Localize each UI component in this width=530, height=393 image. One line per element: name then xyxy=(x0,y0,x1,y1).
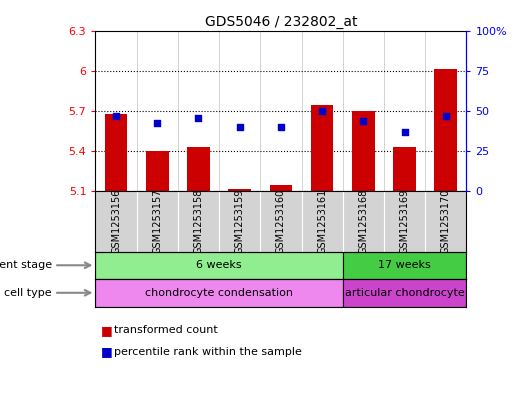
Text: GSM1253161: GSM1253161 xyxy=(317,189,327,254)
Point xyxy=(318,108,326,115)
Text: GSM1253157: GSM1253157 xyxy=(152,189,162,254)
Bar xyxy=(95,279,343,307)
Text: GSM1253156: GSM1253156 xyxy=(111,189,121,254)
Bar xyxy=(393,147,416,191)
Text: chondrocyte condensation: chondrocyte condensation xyxy=(145,288,293,298)
Point xyxy=(153,119,162,126)
Bar xyxy=(95,252,343,279)
Point xyxy=(277,124,285,130)
Text: transformed count: transformed count xyxy=(114,325,218,335)
Text: GSM1253170: GSM1253170 xyxy=(441,189,451,254)
Bar xyxy=(343,252,466,279)
Point xyxy=(441,113,450,119)
Bar xyxy=(270,185,292,191)
Point xyxy=(112,113,120,119)
Text: GSM1253158: GSM1253158 xyxy=(193,189,204,254)
Point xyxy=(359,118,368,124)
Text: 6 weeks: 6 weeks xyxy=(196,260,242,270)
Title: GDS5046 / 232802_at: GDS5046 / 232802_at xyxy=(205,15,357,29)
Point xyxy=(235,124,244,130)
Text: cell type: cell type xyxy=(4,288,52,298)
Bar xyxy=(352,112,375,191)
Text: development stage: development stage xyxy=(0,260,52,270)
Text: ■: ■ xyxy=(101,345,117,358)
Bar xyxy=(435,69,457,191)
Text: ■: ■ xyxy=(101,323,117,337)
Text: 17 weeks: 17 weeks xyxy=(378,260,431,270)
Bar xyxy=(104,114,127,191)
Text: percentile rank within the sample: percentile rank within the sample xyxy=(114,347,302,357)
Point xyxy=(194,115,202,121)
Point xyxy=(400,129,409,136)
Bar xyxy=(343,279,466,307)
Text: GSM1253159: GSM1253159 xyxy=(235,189,245,254)
Bar xyxy=(311,105,333,191)
Text: GSM1253160: GSM1253160 xyxy=(276,189,286,254)
Text: GSM1253168: GSM1253168 xyxy=(358,189,368,254)
Bar xyxy=(228,189,251,191)
Text: articular chondrocyte: articular chondrocyte xyxy=(344,288,464,298)
Bar xyxy=(146,151,169,191)
Bar xyxy=(187,147,210,191)
Text: GSM1253169: GSM1253169 xyxy=(400,189,410,254)
